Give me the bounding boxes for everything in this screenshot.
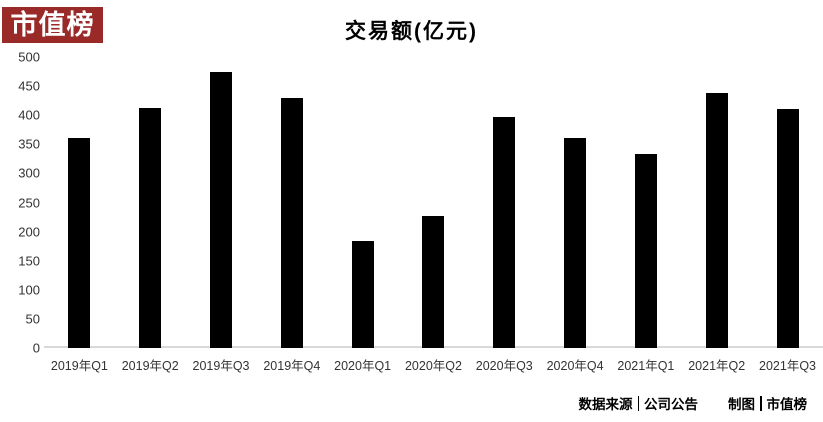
y-tick-label: 300 [18,165,40,181]
footer-credit-value: 市值榜 [766,397,808,412]
y-tick-label: 0 [32,340,40,356]
y-tick-label: 200 [18,224,40,240]
bar-slot [540,57,611,348]
footer-separator [760,395,762,411]
plot-area [44,57,823,348]
bar-2020年Q3 [493,116,516,348]
x-axis: 2019年Q1 2019年Q2 2019年Q3 2019年Q4 2020年Q1 2020年… [44,355,823,374]
footer-separator [637,395,639,411]
x-tick-label: 2020年Q1 [334,359,392,373]
y-tick-label: 250 [18,195,40,210]
y-tick-label: 400 [18,107,40,123]
y-tick-label: 150 [18,253,40,269]
brand-logo: 市值榜 [2,7,103,43]
bar-2019年Q3 [210,72,233,348]
bar-2021年Q3 [776,109,799,348]
bar-2021年Q1 [634,154,657,348]
x-tick-label: 2021年Q3 [759,359,817,373]
x-tick-label: 2021年Q2 [688,359,746,373]
x-tick-label: 2019年Q3 [192,359,250,373]
footer-source-label: 数据来源 [578,397,633,412]
footer-credit-label: 制图 [728,397,755,412]
footer-credit: 制图 市值榜 [728,393,807,413]
bar-slot [256,57,327,348]
y-axis: 0 50 100 150 200 250 300 350 400 450 500 [0,50,40,356]
x-tick-label: 2019年Q1 [50,359,108,373]
bar-slot [681,57,752,348]
bar-slot [186,57,257,348]
bar-slot [752,57,823,348]
footer-source-value: 公司公告 [644,397,698,412]
bar-slot [469,57,540,348]
y-tick-label: 50 [25,311,40,327]
x-tick-label: 2020年Q2 [404,359,462,373]
x-tick-label: 2019年Q4 [263,359,321,373]
y-tick-label: 500 [18,49,40,65]
bar-slot [611,57,682,348]
bar-2021年Q2 [705,93,728,348]
bar-2020年Q1 [351,240,374,348]
bar-2020年Q4 [564,137,587,348]
y-tick-label: 350 [18,136,40,152]
bar-slot [44,57,115,348]
bar-series [44,57,823,348]
x-tick-label: 2020年Q4 [546,359,604,373]
bar-2019年Q4 [280,97,303,348]
bar-slot [327,57,398,348]
bar-2019年Q2 [139,108,162,348]
x-tick-label: 2019年Q2 [121,359,179,373]
bar-slot [115,57,186,348]
bar-slot [398,57,469,348]
footer-source: 数据来源 公司公告 [578,393,698,413]
bar-2019年Q1 [68,138,91,348]
x-tick-label: 2021年Q1 [617,359,675,373]
x-tick-label: 2020年Q3 [475,359,533,373]
footer-credits: 数据来源 公司公告 制图 市值榜 [578,393,807,413]
bar-2020年Q2 [422,215,445,348]
chart-title: 交易额(亿元) [345,20,478,43]
y-tick-label: 100 [18,282,40,298]
y-tick-label: 450 [18,78,40,94]
